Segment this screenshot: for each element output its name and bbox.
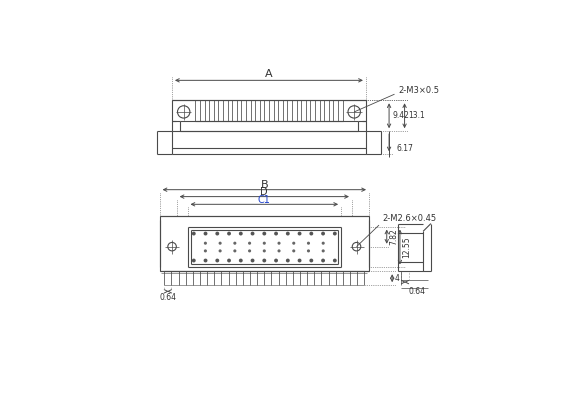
Circle shape [307, 249, 310, 252]
Circle shape [321, 232, 325, 236]
Circle shape [204, 242, 207, 245]
Circle shape [274, 258, 278, 262]
Circle shape [215, 232, 219, 236]
Circle shape [203, 258, 208, 262]
Circle shape [203, 232, 208, 236]
Circle shape [219, 249, 222, 252]
Circle shape [278, 242, 280, 245]
Text: D: D [261, 187, 268, 197]
Circle shape [307, 242, 310, 245]
Circle shape [248, 249, 251, 252]
Circle shape [321, 258, 325, 262]
Circle shape [333, 232, 337, 236]
Circle shape [251, 232, 255, 236]
Circle shape [262, 258, 266, 262]
Circle shape [204, 249, 207, 252]
Circle shape [227, 232, 231, 236]
Circle shape [263, 249, 266, 252]
Text: 2-M2.6×0.45: 2-M2.6×0.45 [383, 214, 437, 224]
Circle shape [286, 258, 290, 262]
Circle shape [322, 242, 325, 245]
Text: 12.55: 12.55 [402, 236, 411, 258]
Circle shape [278, 249, 280, 252]
Circle shape [215, 258, 219, 262]
Circle shape [239, 258, 243, 262]
Circle shape [274, 232, 278, 236]
Text: 0.64: 0.64 [159, 293, 177, 302]
Text: A: A [265, 69, 273, 79]
Text: 4: 4 [395, 274, 399, 283]
Circle shape [298, 258, 301, 262]
Circle shape [248, 242, 251, 245]
Circle shape [192, 258, 196, 262]
Text: 9.42: 9.42 [393, 111, 410, 120]
Text: 13.1: 13.1 [409, 111, 425, 120]
Circle shape [292, 249, 296, 252]
Circle shape [251, 258, 255, 262]
Circle shape [298, 232, 301, 236]
Circle shape [286, 232, 290, 236]
Circle shape [310, 232, 313, 236]
Text: 0.64: 0.64 [409, 287, 426, 296]
Circle shape [233, 242, 236, 245]
Circle shape [192, 232, 196, 236]
Text: C1: C1 [258, 195, 271, 205]
Text: 6.17: 6.17 [397, 144, 414, 153]
Circle shape [333, 258, 337, 262]
Circle shape [219, 242, 222, 245]
Circle shape [292, 242, 296, 245]
Text: 7.82: 7.82 [389, 228, 398, 245]
Circle shape [310, 258, 313, 262]
Circle shape [233, 249, 236, 252]
Circle shape [322, 249, 325, 252]
Circle shape [227, 258, 231, 262]
Text: B: B [261, 180, 268, 190]
Circle shape [262, 232, 266, 236]
Circle shape [239, 232, 243, 236]
Circle shape [263, 242, 266, 245]
Text: 2-M3×0.5: 2-M3×0.5 [398, 86, 440, 95]
